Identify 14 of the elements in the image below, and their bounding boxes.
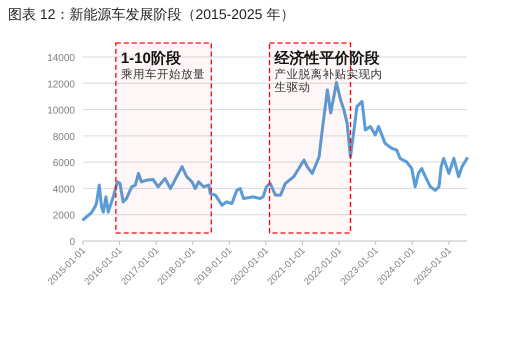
annotation: 产业脱离补贴实现内生驱动 (274, 67, 382, 94)
y-tick-label: 0 (69, 237, 76, 248)
y-tick-label: 12000 (47, 79, 76, 90)
line-series (82, 81, 468, 222)
y-tick-label: 2000 (52, 210, 76, 222)
y-tick-label: 14000 (47, 53, 76, 64)
y-tick-label: 10000 (47, 106, 76, 117)
band-label: 经济性平价阶段 (273, 49, 380, 67)
y-tick-label: 4000 (52, 184, 76, 196)
chart-title: 图表 12：新能源车发展阶段（2015-2025 年） (8, 6, 294, 22)
y-tick-label: 6000 (52, 158, 76, 170)
band-label: 1-10阶段 (120, 50, 182, 67)
y-tick-label: 8000 (52, 132, 76, 143)
annotation: 乘用车开始放量 (120, 67, 205, 81)
